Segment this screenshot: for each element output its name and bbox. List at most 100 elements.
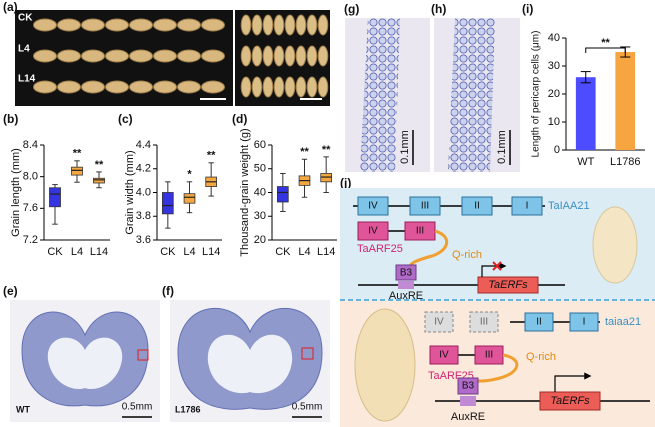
significance: ** xyxy=(95,159,104,171)
x-tick-label: L14 xyxy=(317,246,335,258)
grain xyxy=(251,45,263,67)
grain xyxy=(251,76,263,98)
roi xyxy=(301,347,314,360)
wild-type-model: IV III II I TaIAA21 IV III TaARF25 Q-ric… xyxy=(353,196,638,302)
transcription-arrow xyxy=(554,372,592,392)
y-tick-label: 10 xyxy=(548,116,560,128)
protein-name: TaIAA21 xyxy=(548,200,590,212)
y-tick-label: 3.6 xyxy=(136,234,151,246)
box xyxy=(277,186,289,203)
y-axis-label: Length of pericarp cells (μm) xyxy=(531,31,542,158)
cell-layer xyxy=(448,18,495,172)
x-tick-label: CK xyxy=(160,246,176,258)
grain xyxy=(273,45,285,67)
blocked xyxy=(492,261,502,271)
grain xyxy=(129,49,153,63)
y-tick-label: 20 xyxy=(254,234,266,246)
x-tick-label: L1786 xyxy=(610,156,641,168)
domain-label: II xyxy=(536,317,542,328)
y-tick-label: 20 xyxy=(548,88,560,100)
panel-label: (g) xyxy=(344,2,359,16)
panel-label: (h) xyxy=(431,2,446,16)
grains xyxy=(33,14,329,98)
grain xyxy=(262,76,274,98)
box xyxy=(49,187,61,208)
auxre-label: AuxRE xyxy=(451,411,485,423)
row-label: L14 xyxy=(18,74,36,85)
grain xyxy=(33,49,57,63)
domain-label: IV xyxy=(368,226,378,237)
x-tick-label: L4 xyxy=(183,246,195,258)
auxre-site xyxy=(460,396,476,406)
grain xyxy=(262,45,274,67)
b3-domain xyxy=(457,377,479,395)
domain xyxy=(429,345,459,365)
x-tick-label: WT xyxy=(577,156,594,168)
grain xyxy=(201,49,225,63)
grain xyxy=(153,18,177,32)
grain xyxy=(153,80,177,94)
domain xyxy=(524,312,554,332)
grain xyxy=(295,45,307,67)
cell-layer xyxy=(360,18,400,172)
scale-label: 0.5mm xyxy=(122,402,153,413)
y-tick-label: 4.0 xyxy=(136,186,151,198)
significance: ** xyxy=(207,150,216,162)
x-tick-label: L4 xyxy=(71,246,83,258)
y-tick-label: 60 xyxy=(254,139,266,151)
auxre-label: AuxRE xyxy=(389,290,423,302)
roi xyxy=(137,349,149,361)
grain xyxy=(129,80,153,94)
x-tick-label: CK xyxy=(47,246,63,258)
grain xyxy=(317,76,329,98)
domain xyxy=(569,312,599,332)
protein-name: taiaa21 xyxy=(605,316,641,328)
grain xyxy=(284,76,296,98)
grain xyxy=(105,49,129,63)
domain-label: IV xyxy=(434,317,444,328)
domain-label: III xyxy=(421,201,429,212)
domain-label: IV xyxy=(439,350,449,361)
protein-name: TaARF25 xyxy=(357,243,403,255)
y-axis-label: Grain length (mm) xyxy=(10,148,22,237)
section-inner xyxy=(207,334,293,394)
domain xyxy=(409,196,441,216)
y-tick-label: 4.4 xyxy=(136,139,151,151)
grain xyxy=(273,76,285,98)
scale-label: 0.5mm xyxy=(292,402,323,413)
significance: ** xyxy=(322,144,331,156)
x-tick-label: L14 xyxy=(90,246,108,258)
panel-label: (d) xyxy=(232,112,247,126)
grain xyxy=(354,308,416,422)
grain xyxy=(295,14,307,36)
y-tick-label: 8.4 xyxy=(23,139,38,151)
scale-label: 0.1mm xyxy=(496,130,508,164)
panel-label: (b) xyxy=(3,112,18,126)
panel-label: (j) xyxy=(340,176,351,190)
y-tick-label: 30 xyxy=(254,210,266,222)
y-tick-label: 7.6 xyxy=(23,202,38,214)
y-tick-label: 7.2 xyxy=(23,234,38,246)
grain xyxy=(177,80,201,94)
grain xyxy=(251,14,263,36)
grain xyxy=(306,76,318,98)
grain xyxy=(240,14,252,36)
domain xyxy=(357,221,389,241)
photo-label: L1786 xyxy=(175,404,201,414)
grain xyxy=(105,18,129,32)
grain xyxy=(57,80,81,94)
domain-label: I xyxy=(526,201,529,212)
y-tick-label: 40 xyxy=(548,32,560,44)
grain xyxy=(81,18,105,32)
grain xyxy=(57,18,81,32)
panel-label: (i) xyxy=(522,2,533,16)
grain xyxy=(81,80,105,94)
grain xyxy=(284,45,296,67)
grain xyxy=(273,14,285,36)
bar xyxy=(575,77,596,150)
significance: ** xyxy=(300,146,309,158)
grain xyxy=(306,14,318,36)
grain xyxy=(177,49,201,63)
y-axis-label: Thousand-grain weight (g) xyxy=(239,128,251,256)
grain xyxy=(295,76,307,98)
